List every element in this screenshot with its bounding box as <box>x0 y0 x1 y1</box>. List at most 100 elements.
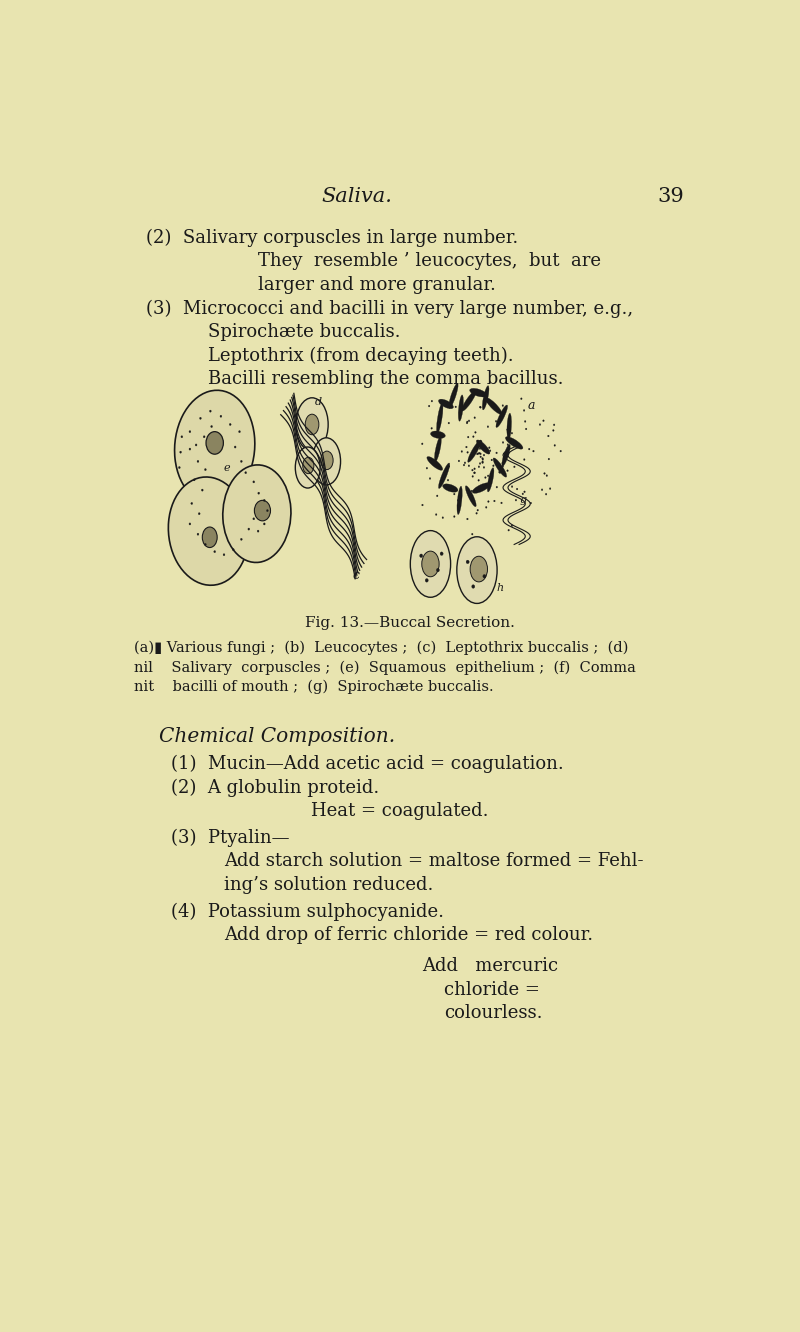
Ellipse shape <box>425 578 428 582</box>
Ellipse shape <box>502 465 504 468</box>
Ellipse shape <box>202 527 217 547</box>
Ellipse shape <box>458 500 459 501</box>
Ellipse shape <box>511 486 513 488</box>
Ellipse shape <box>430 432 446 438</box>
Ellipse shape <box>203 436 205 438</box>
Ellipse shape <box>554 445 555 446</box>
Ellipse shape <box>493 465 494 466</box>
Ellipse shape <box>472 476 474 477</box>
Ellipse shape <box>481 441 482 442</box>
Ellipse shape <box>438 464 450 489</box>
Ellipse shape <box>495 421 497 422</box>
Ellipse shape <box>530 502 532 503</box>
Text: (3)  Micrococci and bacilli in very large number, e.g.,: (3) Micrococci and bacilli in very large… <box>146 300 634 318</box>
Ellipse shape <box>490 450 491 452</box>
Ellipse shape <box>546 474 547 477</box>
Ellipse shape <box>472 469 474 472</box>
Ellipse shape <box>487 468 494 492</box>
Ellipse shape <box>431 428 433 429</box>
Ellipse shape <box>420 554 422 558</box>
Ellipse shape <box>553 429 554 432</box>
Ellipse shape <box>471 490 473 492</box>
Ellipse shape <box>223 554 225 555</box>
Text: colourless.: colourless. <box>444 1004 542 1022</box>
Ellipse shape <box>483 466 485 469</box>
Ellipse shape <box>205 543 206 546</box>
Ellipse shape <box>438 400 454 409</box>
Ellipse shape <box>502 462 503 464</box>
Ellipse shape <box>474 472 475 474</box>
Ellipse shape <box>496 486 498 488</box>
Text: d: d <box>314 397 322 406</box>
Ellipse shape <box>457 486 462 514</box>
Ellipse shape <box>470 557 487 582</box>
Ellipse shape <box>521 398 522 400</box>
Ellipse shape <box>454 515 455 517</box>
Ellipse shape <box>312 438 341 485</box>
Ellipse shape <box>507 444 509 445</box>
Text: Heat = coagulated.: Heat = coagulated. <box>310 802 488 821</box>
Ellipse shape <box>523 458 525 461</box>
Ellipse shape <box>508 529 510 531</box>
Ellipse shape <box>495 460 497 462</box>
Ellipse shape <box>467 436 469 438</box>
Ellipse shape <box>464 462 466 464</box>
Ellipse shape <box>491 476 493 477</box>
Text: They  resemble ’ leucocytes,  but  are: They resemble ’ leucocytes, but are <box>258 252 601 270</box>
Ellipse shape <box>474 417 475 418</box>
Ellipse shape <box>511 525 513 526</box>
Ellipse shape <box>466 559 470 563</box>
Ellipse shape <box>480 406 482 408</box>
Ellipse shape <box>189 523 191 525</box>
Ellipse shape <box>206 432 223 454</box>
Text: (2)  A globulin proteid.: (2) A globulin proteid. <box>171 778 379 797</box>
Ellipse shape <box>471 533 473 535</box>
Ellipse shape <box>486 398 502 414</box>
Ellipse shape <box>263 500 266 501</box>
Ellipse shape <box>458 460 460 462</box>
Ellipse shape <box>548 458 550 460</box>
Ellipse shape <box>474 468 475 470</box>
Ellipse shape <box>502 405 503 406</box>
Ellipse shape <box>431 400 433 402</box>
Ellipse shape <box>263 523 266 525</box>
Ellipse shape <box>428 405 430 408</box>
Ellipse shape <box>472 482 490 493</box>
Ellipse shape <box>442 517 443 518</box>
Ellipse shape <box>427 457 442 470</box>
Ellipse shape <box>422 503 423 506</box>
Text: larger and more granular.: larger and more granular. <box>258 276 496 294</box>
Ellipse shape <box>482 461 483 462</box>
Ellipse shape <box>523 409 525 412</box>
Ellipse shape <box>516 488 518 490</box>
Ellipse shape <box>476 446 478 449</box>
Ellipse shape <box>478 480 479 481</box>
Ellipse shape <box>486 506 487 509</box>
Text: nit    bacilli of mouth ;  (g)  Spirochæte buccalis.: nit bacilli of mouth ; (g) Spirochæte bu… <box>134 679 494 694</box>
Ellipse shape <box>449 384 458 409</box>
Ellipse shape <box>488 501 489 502</box>
Text: Saliva.: Saliva. <box>322 188 393 206</box>
Text: 39: 39 <box>657 188 684 206</box>
Text: (1)  Mucin—Add acetic acid = coagulation.: (1) Mucin—Add acetic acid = coagulation. <box>171 755 564 773</box>
Ellipse shape <box>222 465 291 562</box>
Text: Add   mercuric: Add mercuric <box>422 956 558 975</box>
Text: a: a <box>527 400 534 413</box>
Ellipse shape <box>474 432 476 433</box>
Ellipse shape <box>506 470 508 472</box>
Ellipse shape <box>479 406 481 408</box>
Ellipse shape <box>461 450 462 453</box>
Ellipse shape <box>533 450 534 452</box>
Ellipse shape <box>434 437 442 462</box>
Ellipse shape <box>470 389 486 397</box>
Ellipse shape <box>485 477 486 478</box>
Ellipse shape <box>321 452 333 470</box>
Ellipse shape <box>515 500 517 501</box>
Ellipse shape <box>477 453 478 456</box>
Ellipse shape <box>478 453 480 454</box>
Ellipse shape <box>440 551 443 555</box>
Ellipse shape <box>232 549 234 550</box>
Ellipse shape <box>466 421 468 422</box>
Text: (a)▮ Various fungi ;  (b)  Leucocytes ;  (c)  Leptothrix buccalis ;  (d): (a)▮ Various fungi ; (b) Leucocytes ; (c… <box>134 641 629 655</box>
Ellipse shape <box>178 466 180 469</box>
